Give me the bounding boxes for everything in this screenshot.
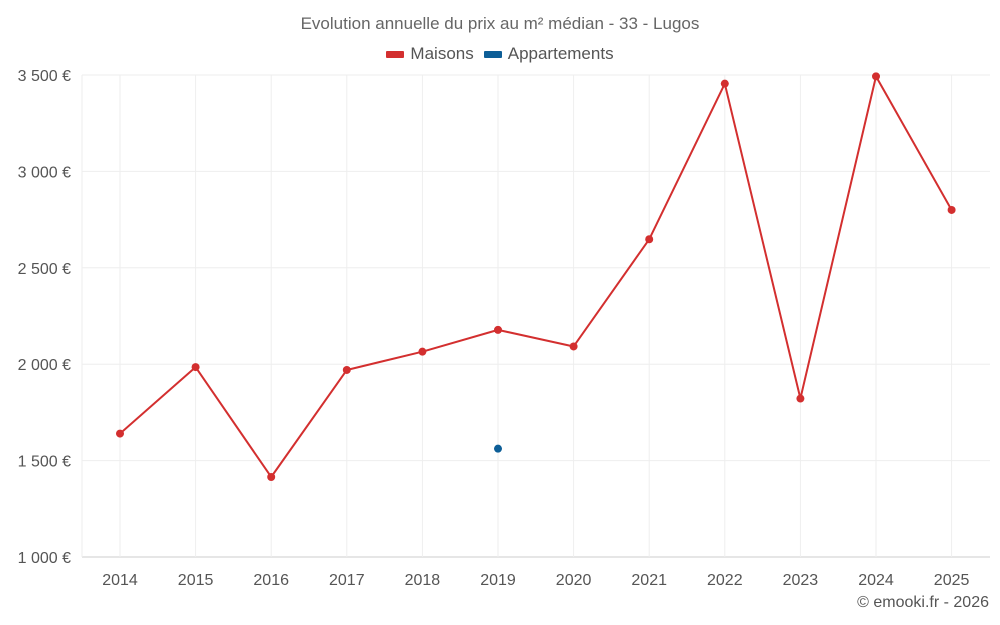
legend-swatch-appartements	[483, 50, 502, 58]
x-tick-label: 2015	[178, 572, 214, 589]
y-tick-label: 3 000 €	[18, 164, 71, 181]
data-point-maisons[interactable]	[720, 79, 729, 88]
legend: Maisons Appartements	[0, 44, 1000, 64]
x-tick-label: 2014	[102, 572, 138, 589]
legend-swatch-maisons	[386, 50, 405, 58]
series-line-maisons	[119, 75, 953, 478]
x-tick-label: 2020	[556, 572, 592, 589]
data-point-maisons[interactable]	[947, 205, 956, 214]
data-point-maisons[interactable]	[494, 325, 502, 334]
chart-title: Evolution annuelle du prix au m² médian …	[300, 14, 700, 33]
data-point-maisons[interactable]	[569, 342, 578, 351]
y-tick-label: 3 500 €	[18, 68, 71, 85]
x-tick-label: 2022	[707, 572, 743, 589]
x-tick-label: 2024	[858, 572, 894, 589]
data-point-maisons[interactable]	[418, 347, 427, 356]
x-tick-label: 2019	[480, 572, 516, 589]
x-tick-label: 2018	[405, 572, 441, 589]
y-tick-label: 2 500 €	[18, 261, 71, 278]
data-point-maisons[interactable]	[796, 394, 805, 403]
legend-item-appartements[interactable]: Appartements	[483, 44, 614, 64]
y-tick-label: 2 000 €	[18, 357, 71, 374]
x-tick-label: 2021	[631, 572, 667, 589]
data-point-maisons[interactable]	[342, 365, 351, 374]
data-point-appartements[interactable]	[494, 444, 502, 453]
y-tick-label: 1 500 €	[18, 454, 71, 471]
x-tick-label: 2025	[934, 572, 970, 589]
data-point-maisons[interactable]	[191, 363, 200, 372]
x-tick-label: 2017	[329, 572, 365, 589]
x-tick-label: 2023	[783, 572, 819, 589]
data-point-maisons[interactable]	[645, 235, 654, 244]
y-tick-label: 1 000 €	[18, 550, 71, 567]
data-point-maisons[interactable]	[116, 429, 124, 438]
legend-label-maisons: Maisons	[410, 44, 474, 63]
data-point-maisons[interactable]	[267, 472, 276, 481]
credit: © emooki.fr - 2026	[857, 594, 989, 611]
x-tick-label: 2016	[253, 572, 289, 589]
legend-label-appartements: Appartements	[507, 44, 614, 63]
legend-item-maisons[interactable]: Maisons	[386, 44, 474, 64]
data-point-maisons[interactable]	[872, 72, 880, 81]
